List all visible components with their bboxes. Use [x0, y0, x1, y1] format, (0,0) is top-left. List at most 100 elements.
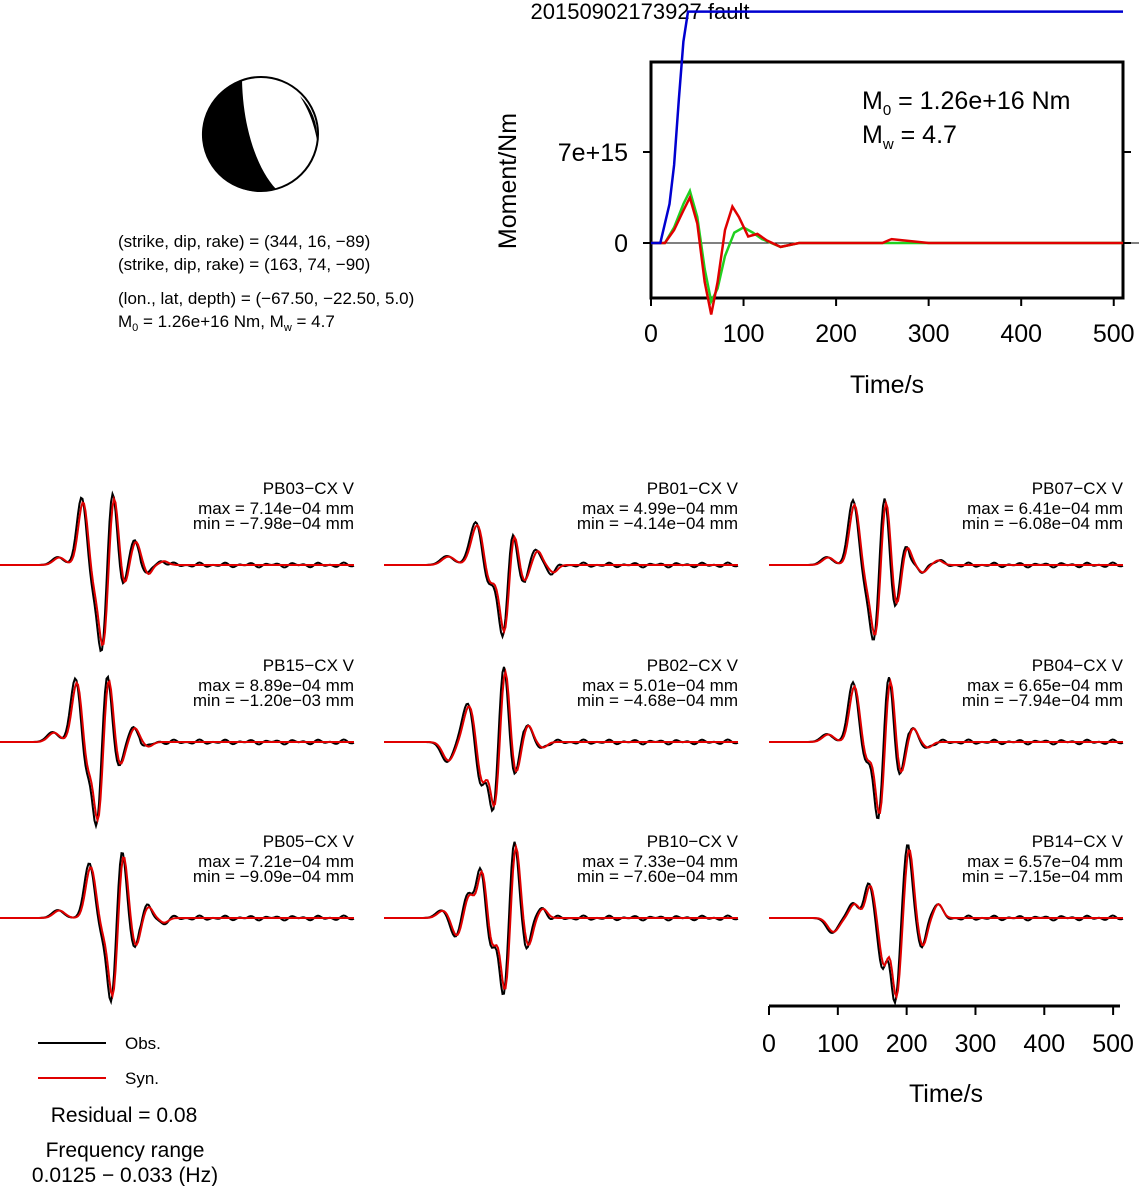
station-name: PB01−CX V	[647, 479, 739, 498]
m0-symbol: M	[118, 312, 132, 331]
station-min: min = −1.20e−03 mm	[193, 691, 354, 710]
frequency-range-value: 0.0125 − 0.033 (Hz)	[32, 1164, 218, 1186]
beachball-compressional-quadrant	[201, 80, 276, 192]
moment-x-tick-label: 0	[644, 320, 658, 348]
station-name: PB15−CX V	[263, 656, 355, 675]
waveform-time-axis: 0 100 200 300 400 500 Time/s	[762, 1004, 1134, 1108]
station-min: min = −7.94e−04 mm	[962, 691, 1123, 710]
station-name: PB05−CX V	[263, 832, 355, 851]
synthetic-waveform	[384, 843, 738, 990]
station-max: max = 7.21e−04 mm	[198, 852, 354, 871]
station-min: min = −7.60e−04 mm	[577, 867, 738, 886]
focal-mechanism	[201, 76, 319, 192]
moment-xlabel: Time/s	[850, 371, 924, 399]
wave-x-tick-label: 300	[955, 1030, 997, 1058]
moment-x-tick-label: 100	[723, 320, 765, 348]
station-min: min = −6.08e−04 mm	[962, 514, 1123, 533]
synthetic-waveform	[384, 523, 738, 635]
synthetic-waveform	[769, 849, 1123, 1000]
legend-syn-label: Syn.	[125, 1069, 159, 1088]
m0-subscript: 0	[883, 102, 891, 119]
moment-axis-ticks: 0 100 200 300 400 500 7e+15 0	[558, 139, 1135, 348]
station-name: PB03−CX V	[263, 479, 355, 498]
wave-x-tick-label: 200	[886, 1030, 928, 1058]
station-min: min = −7.98e−04 mm	[193, 514, 354, 533]
legend: Obs. Syn. Residual = 0.08 Frequency rang…	[32, 1034, 218, 1186]
residual-label: Residual = 0.08	[51, 1104, 198, 1127]
station-name: PB10−CX V	[647, 832, 739, 851]
beachball-compressional-rim	[300, 96, 318, 140]
moment-x-tick-label: 400	[1000, 320, 1042, 348]
synthetic-waveform	[769, 678, 1123, 814]
station-name: PB14−CX V	[1032, 832, 1124, 851]
station-min: min = −7.15e−04 mm	[962, 867, 1123, 886]
synthetic-waveform	[0, 495, 354, 647]
moment-series-1	[651, 194, 1123, 315]
moment-y-tick-label: 0	[614, 230, 628, 258]
station-max: max = 6.65e−04 mm	[967, 676, 1123, 695]
m0-value: = 1.26e+16 Nm	[891, 87, 1070, 115]
m0-symbol: M	[862, 87, 883, 115]
station-min: min = −9.09e−04 mm	[193, 867, 354, 886]
mechanism-text: (strike, dip, rake) = (344, 16, −89) (st…	[118, 232, 414, 334]
wave-axis-ticks: 0 100 200 300 400 500	[762, 1006, 1134, 1058]
moment-ylabel: Moment/Nm	[494, 113, 522, 249]
synthetic-waveform	[0, 679, 354, 824]
mechanism-line-1: (strike, dip, rake) = (344, 16, −89)	[118, 232, 370, 251]
station-max: max = 8.89e−04 mm	[198, 676, 354, 695]
mw-subscript: w	[882, 136, 894, 153]
station-name: PB04−CX V	[1032, 656, 1124, 675]
synthetic-waveform	[0, 856, 354, 1000]
station-max: max = 5.01e−04 mm	[582, 676, 738, 695]
wave-x-tick-label: 500	[1092, 1030, 1134, 1058]
mw-symbol: M	[862, 121, 883, 149]
legend-obs-label: Obs.	[125, 1034, 161, 1053]
moment-x-tick-label: 500	[1093, 320, 1135, 348]
location-line: (lon., lat, depth) = (−67.50, −22.50, 5.…	[118, 289, 414, 308]
mw-value: = 4.7	[894, 121, 957, 149]
moment-plot-frame	[649, 60, 1125, 300]
mw-subscript: w	[283, 322, 292, 334]
station-max: max = 4.99e−04 mm	[582, 499, 738, 518]
station-max: max = 7.33e−04 mm	[582, 852, 738, 871]
moment-y-tick-label: 7e+15	[558, 139, 628, 167]
wave-x-tick-label: 400	[1023, 1030, 1065, 1058]
moment-series-group	[651, 10, 1123, 315]
frequency-range-title: Frequency range	[46, 1139, 205, 1162]
station-max: max = 7.14e−04 mm	[198, 499, 354, 518]
mechanism-line-2: (strike, dip, rake) = (163, 74, −90)	[118, 255, 370, 274]
m0-subscript: 0	[132, 322, 138, 334]
moment-line: M0 = 1.26e+16 Nm, Mw = 4.7	[118, 312, 335, 334]
station-max: max = 6.57e−04 mm	[967, 852, 1123, 871]
station-name: PB07−CX V	[1032, 479, 1124, 498]
observed-waveform	[384, 520, 739, 640]
wave-xlabel: Time/s	[909, 1080, 983, 1108]
station-min: min = −4.14e−04 mm	[577, 514, 738, 533]
station-name: PB02−CX V	[647, 656, 739, 675]
mw-value: = 4.7	[292, 312, 335, 331]
station-min: min = −4.68e−04 mm	[577, 691, 738, 710]
synthetic-waveform	[384, 668, 738, 808]
moment-mw-annotation: Mw = 4.7	[862, 121, 957, 153]
moment-m0-annotation: M0 = 1.26e+16 Nm	[862, 87, 1070, 119]
station-max: max = 6.41e−04 mm	[967, 499, 1123, 518]
moment-x-tick-label: 200	[815, 320, 857, 348]
synthetic-waveform	[769, 499, 1123, 636]
m0-value: = 1.26e+16 Nm, M	[138, 312, 284, 331]
wave-x-tick-label: 100	[817, 1030, 859, 1058]
wave-x-tick-label: 0	[762, 1030, 776, 1058]
moment-x-tick-label: 300	[908, 320, 950, 348]
moment-series-0	[651, 10, 1123, 245]
